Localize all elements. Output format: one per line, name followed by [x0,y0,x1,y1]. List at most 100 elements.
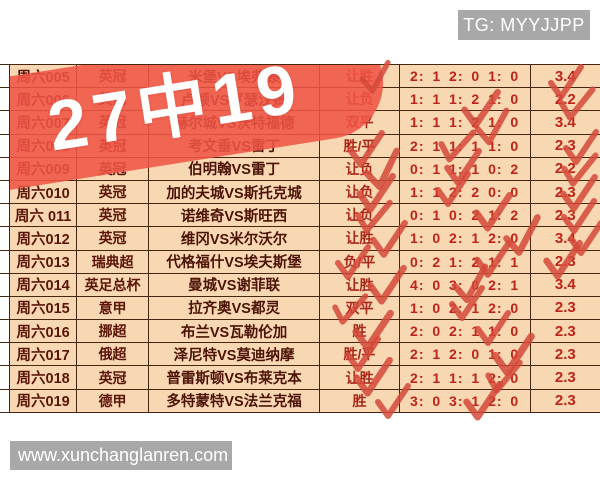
match-id-cell: 周六 011 [9,204,78,228]
website-url-text: www.xunchanglanren.com [18,445,229,465]
match-id-cell: 周六019 [9,389,78,413]
bet-type-cell: 双平 [320,111,400,135]
match-id-cell: 周六017 [9,343,78,367]
odds-cell: 3.4 [530,65,600,89]
league-cell: 英冠 [77,134,149,158]
score-cell: 1: 1 1: 2 1: 0 [399,111,531,135]
league-cell: 瑞典超 [77,250,149,274]
bet-type-cell: 胜/平 [320,134,400,158]
league-cell: 英冠 [77,88,149,112]
league-cell: 英冠 [77,180,149,205]
match-teams-cell: 加的夫城VS斯托克城 [148,180,321,205]
match-teams-cell: 诺维奇VS斯旺西 [148,204,321,228]
left-sliver-cell [0,134,10,158]
score-cell: 1: 1 2: 2 0: 0 [399,180,531,205]
odds-cell: 2.2 [530,157,600,181]
odds-cell: 2.3 [530,180,600,205]
left-sliver-cell [0,157,10,181]
odds-cell: 2.3 [530,389,600,413]
results-table-body: 周六005 英冠 米堡VS埃弗顿 让胜 2: 1 2: 0 1: 0 3.4 周… [0,65,600,413]
left-sliver-cell [0,389,10,413]
match-teams-cell: 泽尼特VS莫迪纳摩 [148,343,321,367]
odds-cell: 2.3 [530,320,600,344]
bet-type-cell: 让胜 [320,227,400,251]
league-cell: 英冠 [77,111,149,135]
left-sliver-cell [0,65,10,89]
league-cell: 挪超 [77,320,149,344]
bet-type-cell: 胜 [320,320,400,344]
score-cell: 2: 0 2: 1 1: 0 [399,320,531,344]
left-sliver-cell [0,296,10,321]
table-row: 周六018 英冠 普雷斯顿VS布莱克本 让胜 2: 1 1: 1 2: 0 2.… [0,366,600,390]
match-id-cell: 周六007 [9,111,78,135]
match-teams-cell: 布兰VS瓦勒伦加 [148,320,321,344]
match-id-cell: 周六008 [9,134,78,158]
table-row: 周六019 德甲 多特蒙特VS法兰克福 胜 3: 0 3: 1 2: 0 2.3 [0,389,600,413]
score-cell: 0: 1 0: 2 1: 2 [399,204,531,228]
league-cell: 德甲 [77,389,149,413]
match-id-cell: 周六014 [9,273,78,297]
match-teams-cell: 维冈VS米尔沃尔 [148,227,321,251]
score-cell: 1: 0 2: 1 2: 0 [399,227,531,251]
bet-type-cell: 让胜 [320,65,400,89]
match-id-cell: 周六015 [9,296,78,321]
match-id-cell: 周六009 [9,157,78,181]
score-cell: 2: 1 2: 0 1: 0 [399,343,531,367]
left-sliver-cell [0,180,10,205]
odds-cell: 2.3 [530,134,600,158]
left-sliver-cell [0,250,10,274]
score-cell: 4: 0 3: 0 2: 1 [399,273,531,297]
match-id-cell: 周六013 [9,250,78,274]
left-sliver-cell [0,88,10,112]
odds-cell: 2.3 [530,250,600,274]
odds-cell: 3.4 [530,227,600,251]
left-sliver-cell [0,320,10,344]
table-row: 周六015 意甲 拉齐奥VS都灵 双平 1: 0 2: 1 2: 0 2.3 [0,296,600,321]
league-cell: 俄超 [77,343,149,367]
league-cell: 意甲 [77,296,149,321]
table-row: 周六013 瑞典超 代格福什VS埃夫斯堡 负/平 0: 2 1: 2 1: 1 … [0,250,600,274]
score-cell: 0: 2 1: 2 1: 1 [399,250,531,274]
league-cell: 英冠 [77,227,149,251]
telegram-contact-label: TG: MYYJJPP [463,14,585,35]
odds-cell: 2.3 [530,204,600,228]
table-row: 周六 011 英冠 诺维奇VS斯旺西 让负 0: 1 0: 2 1: 2 2.3 [0,204,600,228]
match-teams-cell: 伯明翰VS雷丁 [148,157,321,181]
league-cell: 英冠 [77,65,149,89]
bet-type-cell: 胜/平 [320,343,400,367]
league-cell: 英冠 [77,204,149,228]
bet-type-cell: 让负 [320,180,400,205]
score-cell: 0: 1 1: 1 0: 2 [399,157,531,181]
bet-type-cell: 让胜 [320,366,400,390]
match-id-cell: 周六016 [9,320,78,344]
match-id-cell: 周六006 [9,88,78,112]
table-row: 周六009 英冠 伯明翰VS雷丁 让负 0: 1 1: 1 0: 2 2.2 [0,157,600,181]
match-id-cell: 周六010 [9,180,78,205]
left-sliver-cell [0,227,10,251]
table-row: 周六006 英冠 卢顿VS罗瑟汉姆 让负 1: 1 1: 2 1: 0 2.2 [0,88,600,112]
match-teams-cell: 曼城VS谢菲联 [148,273,321,297]
odds-cell: 3.4 [530,273,600,297]
bet-type-cell: 胜 [320,389,400,413]
bet-type-cell: 让负 [320,204,400,228]
score-cell: 2: 1 2: 0 1: 0 [399,65,531,89]
match-teams-cell: 多特蒙特VS法兰克福 [148,389,321,413]
results-table: 周六005 英冠 米堡VS埃弗顿 让胜 2: 1 2: 0 1: 0 3.4 周… [0,64,600,414]
score-cell: 2: 1 1: 1 2: 0 [399,366,531,390]
bet-type-cell: 负/平 [320,250,400,274]
telegram-contact-badge: TG: MYYJJPP [458,10,590,40]
left-sliver-cell [0,343,10,367]
match-id-cell: 周六018 [9,366,78,390]
match-teams-cell: 考文垂VS雷丁 [148,134,321,158]
left-sliver-cell [0,273,10,297]
odds-cell: 2.3 [530,296,600,321]
website-url-bar: www.xunchanglanren.com [10,441,232,470]
score-cell: 1: 0 2: 1 2: 0 [399,296,531,321]
league-cell: 英足总杯 [77,273,149,297]
score-cell: 1: 1 1: 2 1: 0 [399,88,531,112]
league-cell: 英冠 [77,366,149,390]
score-cell: 2: 1 1: 1 1: 0 [399,134,531,158]
score-cell: 3: 0 3: 1 2: 0 [399,389,531,413]
table-row: 周六017 俄超 泽尼特VS莫迪纳摩 胜/平 2: 1 2: 0 1: 0 2.… [0,343,600,367]
